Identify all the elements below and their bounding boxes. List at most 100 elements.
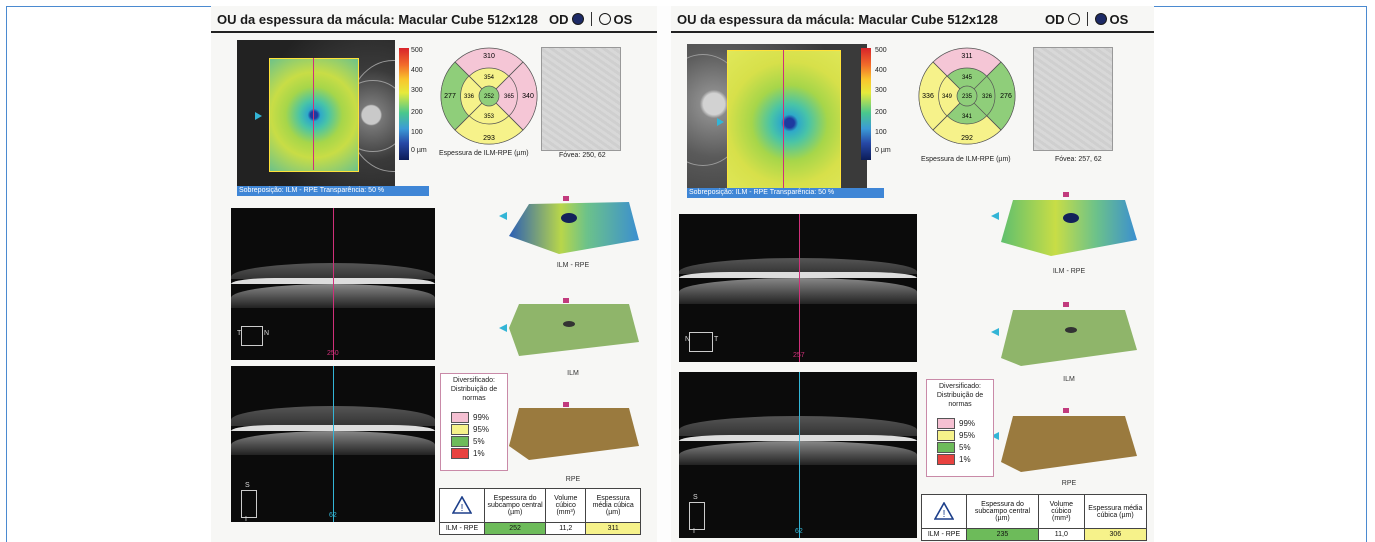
vertical-bscan: 62 S I xyxy=(679,372,917,538)
divider xyxy=(590,12,592,26)
etdrs-caption: Espessura de ILM-RPE (µm) xyxy=(439,150,529,157)
scan-position-line xyxy=(799,372,800,538)
etdrs-center: 252 xyxy=(484,94,495,100)
surface-ilm xyxy=(499,298,649,360)
vertical-bscan: 62 S I xyxy=(231,366,435,522)
etdrs-left: 277 xyxy=(444,93,456,100)
etdrs-inner-right: 365 xyxy=(504,94,515,100)
etdrs-top: 310 xyxy=(483,53,495,60)
divider xyxy=(1086,12,1088,26)
svg-text:!: ! xyxy=(943,509,946,520)
etdrs-bottom: 292 xyxy=(961,135,973,142)
header-cube-avg-thickness: Espessura média cúbica (µm) xyxy=(1083,494,1148,529)
report-title: OU da espessura da mácula: Macular Cube … xyxy=(677,12,998,27)
os-radio-selected-icon xyxy=(1094,13,1107,25)
legend-title: Diversificado: Distribuição de normas xyxy=(936,383,984,408)
orientation-box xyxy=(241,326,263,346)
surface-ilm xyxy=(991,302,1141,368)
os-radio-icon xyxy=(598,13,611,25)
thickness-colorbar xyxy=(399,48,409,160)
legend-swatch xyxy=(451,448,469,459)
etdrs-inner-top: 345 xyxy=(962,75,973,81)
scan-position-line xyxy=(333,366,334,522)
header-central-thickness: Espessura do subcampo central (µm) xyxy=(966,494,1039,529)
title-rule xyxy=(671,31,1154,33)
slo-fovea-image xyxy=(541,47,621,151)
surface-rpe xyxy=(499,402,649,464)
colorbar-ticks: 500 400 300 200 100 0 µm xyxy=(411,47,427,154)
overlay-settings-bar: Sobreposição: ILM - RPE Transparência: 5… xyxy=(237,186,429,196)
header-cube-avg-thickness: Espessura média cúbica (µm) xyxy=(585,488,641,523)
etdrs-inner-left: 349 xyxy=(942,94,953,100)
etdrs-caption: Espessura de ILM-RPE (µm) xyxy=(921,156,1011,163)
surface-ilm-rpe xyxy=(991,192,1141,262)
fundus-image xyxy=(687,44,867,194)
left-report-page: OU da espessura da mácula: Macular Cube … xyxy=(211,6,657,542)
etdrs-grid: 311 336 276 292 345 349 326 341 235 xyxy=(917,46,1017,151)
orientation-box xyxy=(689,502,705,530)
warning-icon: ! xyxy=(921,494,967,529)
scan-line-vertical xyxy=(313,58,314,170)
fundus-image xyxy=(237,40,395,190)
etdrs-inner-bottom: 341 xyxy=(962,114,973,120)
row-label: ILM - RPE xyxy=(439,522,485,535)
horizontal-bscan: 257 N T xyxy=(679,214,917,362)
svg-text:!: ! xyxy=(461,503,464,514)
scan-position-line xyxy=(333,208,334,360)
thickness-colorbar xyxy=(861,48,871,160)
thickness-heatmap xyxy=(269,58,359,172)
cube-volume-value: 11,2 xyxy=(545,522,587,535)
scan-line-vertical xyxy=(783,50,784,194)
central-thickness-value: 235 xyxy=(966,528,1039,541)
fovea-coordinates: Fóvea: 257, 62 xyxy=(1055,156,1102,163)
normative-legend: Diversificado: Distribuição de normas 99… xyxy=(440,373,508,471)
scan-position-label: 250 xyxy=(327,350,339,357)
etdrs-right: 340 xyxy=(522,93,534,100)
od-label: OD xyxy=(549,12,569,27)
warning-icon: ! xyxy=(439,488,485,523)
row-label: ILM - RPE xyxy=(921,528,967,541)
overlay-settings-bar: Sobreposição: ILM - RPE Transparência: 5… xyxy=(687,188,884,198)
od-radio-icon xyxy=(1067,13,1080,25)
eye-selector: OD OS xyxy=(1045,12,1128,27)
eye-selector: OD OS xyxy=(549,12,632,27)
scan-marker-icon xyxy=(255,112,262,120)
header-central-thickness: Espessura do subcampo central (µm) xyxy=(483,488,547,523)
cube-avg-thickness-value: 311 xyxy=(585,522,641,535)
etdrs-center: 235 xyxy=(962,94,973,100)
legend-swatch xyxy=(451,424,469,435)
scan-position-label: 62 xyxy=(795,528,803,535)
etdrs-grid-svg: 310 277 340 293 354 336 365 353 252 xyxy=(440,47,538,145)
etdrs-top: 311 xyxy=(961,53,972,60)
cube-avg-thickness-value: 306 xyxy=(1083,528,1148,541)
horizontal-bscan: 250 T N xyxy=(231,208,435,360)
scan-position-line xyxy=(799,214,800,362)
etdrs-inner-top: 354 xyxy=(484,75,495,81)
scan-marker-icon xyxy=(717,118,724,126)
colorbar-ticks: 500 400 300 200 100 0 µm xyxy=(875,47,891,154)
legend-swatch xyxy=(451,436,469,447)
central-thickness-value: 252 xyxy=(483,522,547,535)
title-rule xyxy=(211,31,657,33)
etdrs-grid-svg: 311 336 276 292 345 349 326 341 235 xyxy=(918,47,1016,145)
etdrs-inner-left: 336 xyxy=(464,94,475,100)
normative-legend: Diversificado: Distribuição de normas 99… xyxy=(926,379,994,477)
os-label: OS xyxy=(613,12,633,27)
surface-ilm-rpe xyxy=(499,196,649,258)
etdrs-inner-right: 326 xyxy=(982,94,993,100)
page-gap xyxy=(657,6,671,542)
scan-position-label: 62 xyxy=(329,512,337,519)
legend-swatch xyxy=(937,430,955,441)
header-cube-volume: Volume cúbico (mm³) xyxy=(1037,494,1085,529)
report-title: OU da espessura da mácula: Macular Cube … xyxy=(217,12,538,27)
legend-title: Diversificado: Distribuição de normas xyxy=(450,377,498,402)
orientation-box xyxy=(689,332,713,352)
od-label: OD xyxy=(1045,12,1065,27)
etdrs-bottom: 293 xyxy=(483,135,495,142)
legend-swatch xyxy=(937,454,955,465)
os-label: OS xyxy=(1109,12,1129,27)
legend-swatch xyxy=(937,418,955,429)
cube-volume-value: 11,0 xyxy=(1037,528,1085,541)
etdrs-left: 336 xyxy=(922,93,934,100)
surface-rpe xyxy=(991,408,1141,474)
